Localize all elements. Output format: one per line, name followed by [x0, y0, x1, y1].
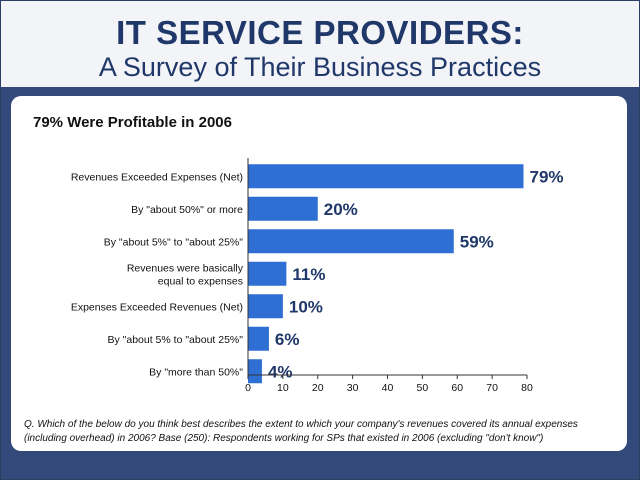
x-tick-label-0: 0 — [245, 382, 251, 394]
category-label-1: By "about 50%" or more — [131, 204, 243, 216]
bar-1 — [248, 196, 318, 221]
value-label-6: 4% — [268, 362, 293, 381]
x-tick-label-3: 30 — [347, 382, 359, 394]
survey-footnote: Q. Which of the below do you think best … — [24, 418, 624, 446]
category-label-2: By "about 5%" to "about 25%" — [104, 236, 244, 248]
category-label-4: Expenses Exceeded Revenues (Net) — [71, 301, 243, 313]
value-label-5: 6% — [275, 330, 300, 349]
slide-title: IT SERVICE PROVIDERS: — [116, 14, 524, 51]
bar-3 — [248, 261, 287, 286]
footer-band — [1, 456, 639, 479]
slide-subtitle: A Survey of Their Business Practices — [98, 52, 542, 82]
x-tick-label-2: 20 — [312, 382, 324, 394]
category-label-6: By "more than 50%" — [149, 366, 243, 378]
x-tick-label-8: 80 — [521, 382, 533, 394]
category-label-3-0: Revenues were basically — [127, 262, 244, 274]
bar-2 — [248, 229, 454, 254]
footnote-line-2: (including overhead) in 2006? Base (250)… — [24, 433, 544, 444]
footnote-line-1: Q. Which of the below do you think best … — [24, 419, 578, 430]
chart-panel — [11, 96, 627, 451]
value-label-3: 11% — [292, 265, 325, 284]
x-tick-label-4: 40 — [382, 382, 394, 394]
bar-4 — [248, 294, 283, 319]
value-label-1: 20% — [324, 200, 358, 219]
x-tick-label-6: 60 — [451, 382, 463, 394]
bar-5 — [248, 326, 269, 351]
x-tick-label-1: 10 — [277, 382, 289, 394]
category-label-3-1: equal to expenses — [158, 275, 243, 287]
bar-0 — [248, 164, 524, 189]
x-tick-label-5: 50 — [417, 382, 429, 394]
value-label-0: 79% — [530, 167, 564, 186]
chart-heading: 79% Were Profitable in 2006 — [33, 114, 232, 131]
value-label-4: 10% — [289, 297, 323, 316]
category-label-0: Revenues Exceeded Expenses (Net) — [71, 171, 243, 183]
value-label-2: 59% — [460, 232, 494, 251]
x-tick-label-7: 70 — [486, 382, 498, 394]
category-label-5: By "about 5% to "about 25%" — [107, 334, 243, 346]
bar-6 — [248, 359, 262, 384]
